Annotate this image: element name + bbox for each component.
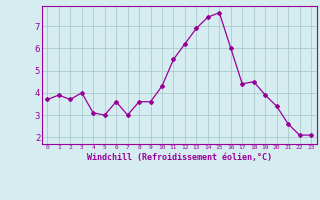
X-axis label: Windchill (Refroidissement éolien,°C): Windchill (Refroidissement éolien,°C) bbox=[87, 153, 272, 162]
